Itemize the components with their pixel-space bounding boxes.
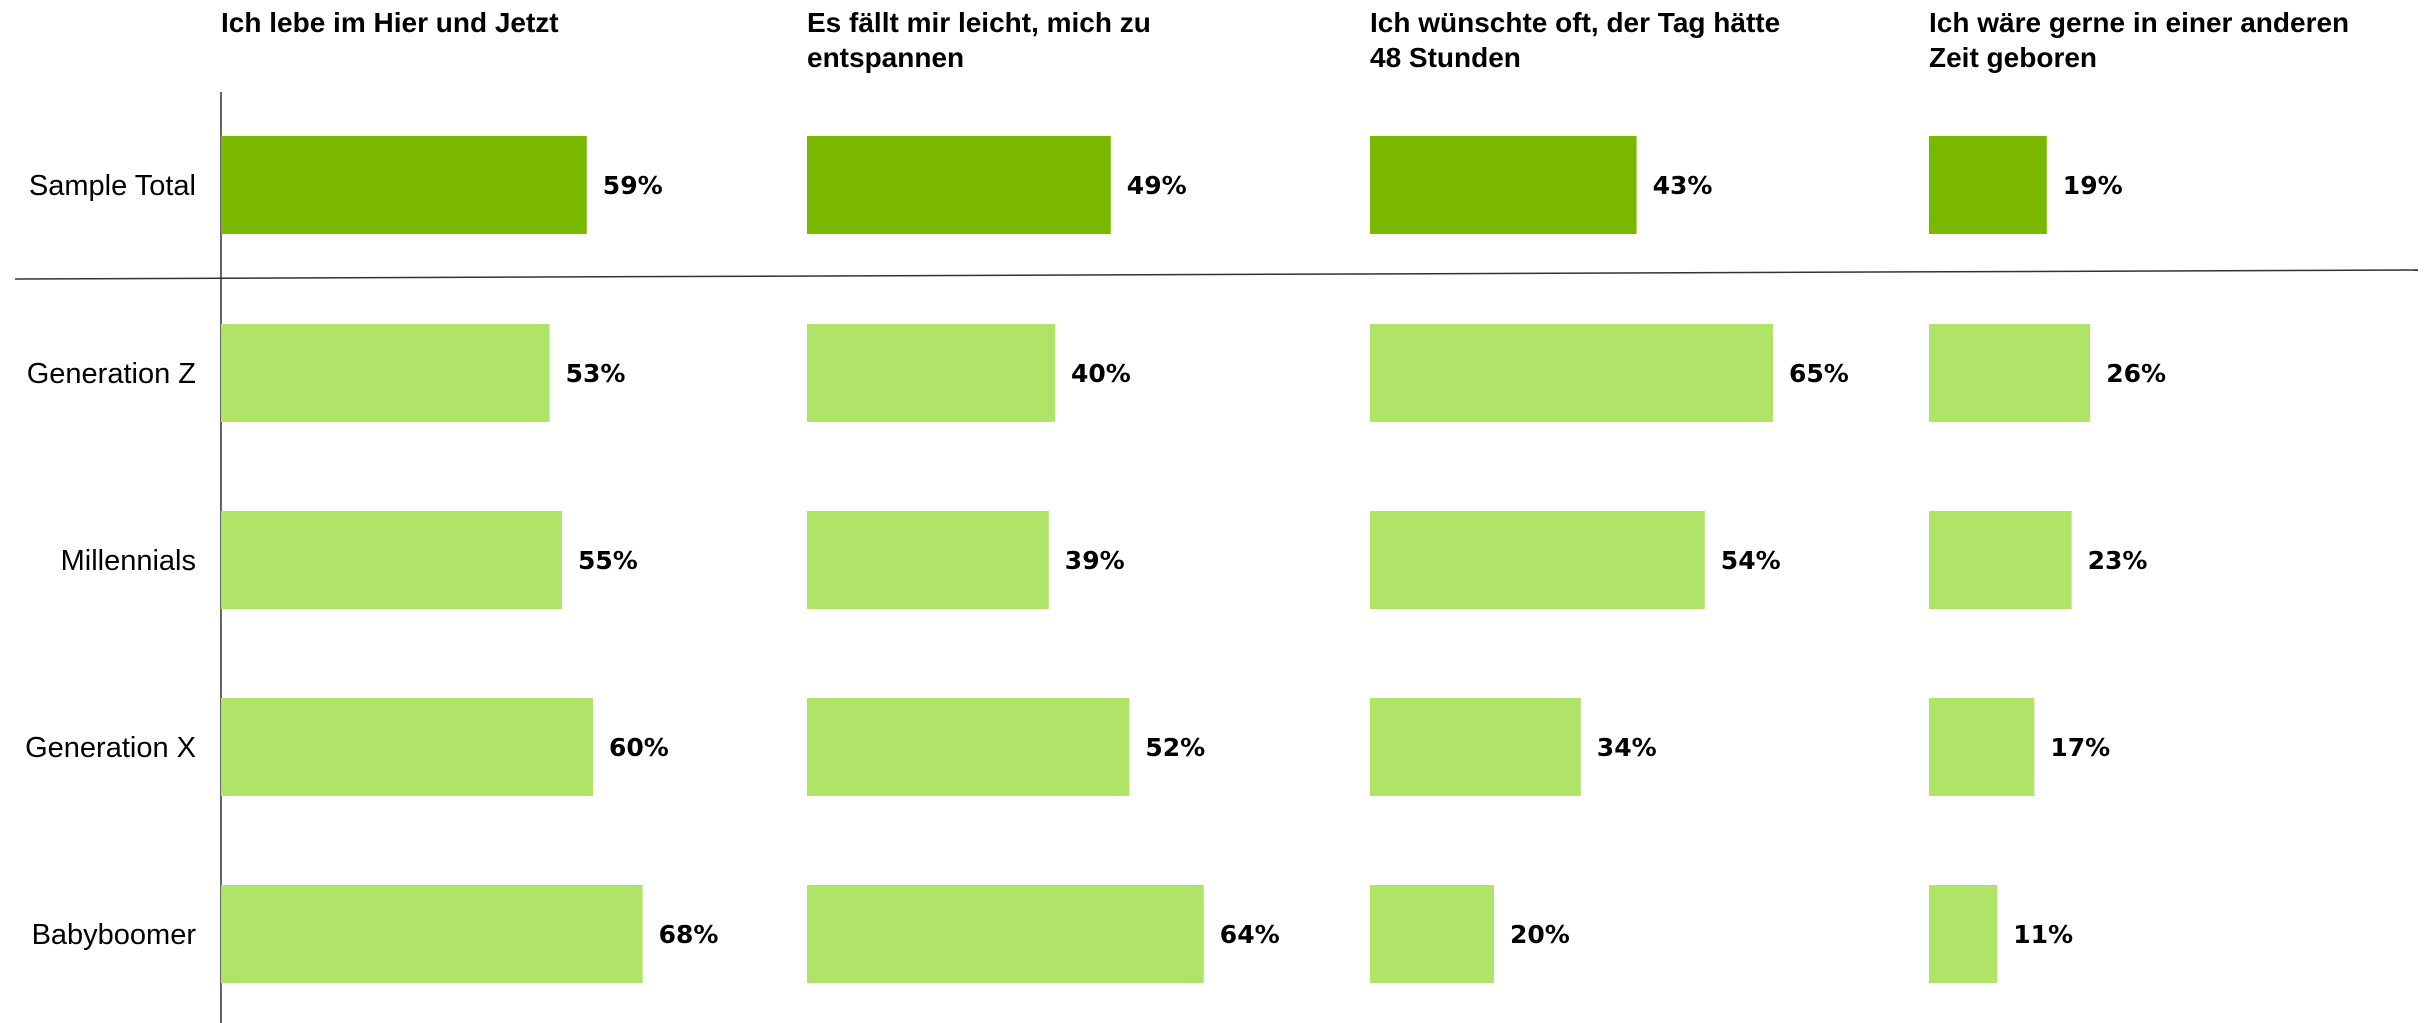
column-title-line: Es fällt mir leicht, mich zu [807, 7, 1151, 38]
column-title-line: Ich lebe im Hier und Jetzt [221, 7, 559, 38]
bar [807, 698, 1130, 796]
value-label: 20% [1510, 920, 1570, 949]
value-label: 68% [659, 920, 719, 949]
bar [221, 511, 562, 609]
value-label: 60% [609, 733, 669, 762]
column-title: Ich wünschte oft, der Tag hätte 48 Stunde… [1370, 7, 1780, 73]
bar [1929, 885, 1998, 983]
bar [1929, 324, 2091, 422]
value-label: 17% [2050, 733, 2110, 762]
column-title-line: Ich wünschte oft, der Tag hätte [1370, 7, 1780, 38]
bar [1929, 698, 2035, 796]
bar [221, 324, 550, 422]
column-title-line: entspannen [807, 42, 964, 73]
row-label: Sample Total [29, 170, 196, 202]
value-label: 64% [1220, 920, 1280, 949]
bar [1370, 136, 1637, 234]
bar [807, 324, 1055, 422]
value-label: 26% [2106, 359, 2166, 388]
bar [221, 136, 587, 234]
bar [807, 511, 1049, 609]
column-title-line: Zeit geboren [1929, 42, 2097, 73]
bar [1370, 885, 1494, 983]
value-label: 65% [1789, 359, 1849, 388]
column-title-line: 48 Stunden [1370, 42, 1521, 73]
value-label: 53% [566, 359, 626, 388]
separator-line [14, 269, 2419, 280]
column-title: Es fällt mir leicht, mich zu entspannen [807, 7, 1151, 73]
value-label: 23% [2088, 546, 2148, 575]
row-label: Babyboomer [32, 919, 197, 951]
bar [1929, 136, 2047, 234]
value-label: 34% [1597, 733, 1657, 762]
bar [1929, 511, 2072, 609]
bar [221, 885, 643, 983]
value-label: 39% [1065, 546, 1125, 575]
value-label: 19% [2063, 171, 2123, 200]
bar [807, 885, 1204, 983]
column-title: Ich wäre gerne in einer anderen Zeit gebo… [1929, 7, 2349, 73]
bar [807, 136, 1111, 234]
value-label: 40% [1071, 359, 1131, 388]
row-label: Generation Z [27, 358, 196, 390]
row-label: Millennials [61, 545, 196, 577]
value-label: 49% [1127, 171, 1187, 200]
value-label: 55% [578, 546, 638, 575]
value-label: 52% [1145, 733, 1205, 762]
value-label: 59% [603, 171, 663, 200]
value-label: 43% [1653, 171, 1713, 200]
value-label: 11% [2013, 920, 2073, 949]
bar [221, 698, 593, 796]
value-label: 54% [1721, 546, 1781, 575]
bar [1370, 324, 1773, 422]
row-label: Generation X [25, 732, 196, 764]
bar [1370, 511, 1705, 609]
column-title: Ich lebe im Hier und Jetzt [221, 7, 559, 38]
column-title-line: Ich wäre gerne in einer anderen [1929, 7, 2349, 38]
bar [1370, 698, 1581, 796]
